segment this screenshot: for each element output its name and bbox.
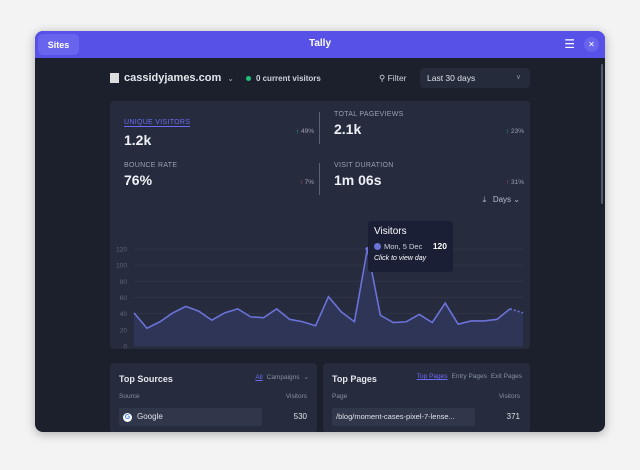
scrollbar[interactable] xyxy=(601,64,603,204)
site-favicon-icon xyxy=(110,73,119,83)
stat-label: TOTAL PAGEVIEWS xyxy=(334,111,404,118)
list-item[interactable]: G Google xyxy=(119,408,262,426)
toolbar: cassidyjames.com ⌄ 0 current visitors ⚲ … xyxy=(110,68,530,88)
top-pages-panel: Top Pages Top Pages Entry Pages Exit Pages… xyxy=(323,363,530,432)
chevron-down-icon[interactable]: ⌄ xyxy=(227,73,234,83)
live-dot-icon xyxy=(245,75,251,81)
visitor-count: 371 xyxy=(506,412,520,421)
interval-value: Days xyxy=(492,195,512,204)
y-tick-label: 20 xyxy=(120,327,128,334)
visitor-count: 530 xyxy=(293,412,307,421)
tab-campaigns[interactable]: Campaigns xyxy=(266,374,300,381)
panel-title: Top Sources xyxy=(119,374,173,384)
column-header: Page xyxy=(332,393,348,400)
stat-total-pageviews[interactable]: TOTAL PAGEVIEWS 2.1k ↑ 23% xyxy=(334,111,524,137)
tab-exit-pages[interactable]: Exit Pages xyxy=(490,373,522,380)
stat-change: ↑ 7% xyxy=(299,179,314,186)
tab-entry-pages[interactable]: Entry Pages xyxy=(451,373,487,380)
header-bar: Sites Tally ☰ ✕ xyxy=(35,31,605,58)
stat-value: 76% xyxy=(124,172,153,188)
panel-title: Top Pages xyxy=(332,374,377,384)
stat-change: ↑ 23% xyxy=(505,128,524,135)
series-line xyxy=(133,248,511,330)
stats-card: UNIQUE VISITORS 1.2k ↑ 49% TOTAL PAGEVIEWS… xyxy=(110,101,530,349)
chart-tooltip[interactable]: Visitors Mon, 5 Dec 120 Click to view day xyxy=(368,221,453,272)
tooltip-hint: Click to view day xyxy=(374,255,427,262)
y-tick-label: 40 xyxy=(120,311,128,318)
stat-bounce-rate[interactable]: BOUNCE RATE 76% ↑ 7% xyxy=(124,162,314,188)
y-tick-label: 80 xyxy=(120,279,128,286)
stat-change: ↑ 49% xyxy=(295,128,314,135)
column-header: Visitors xyxy=(498,393,520,400)
tab-top-pages[interactable]: Top Pages xyxy=(416,373,448,380)
stat-label: BOUNCE RATE xyxy=(124,162,178,169)
download-icon[interactable]: ⤓ xyxy=(482,195,487,204)
tab-all[interactable]: All xyxy=(255,374,263,381)
tooltip-title: Visitors xyxy=(374,226,407,237)
series-dot-icon xyxy=(374,242,381,250)
stat-value: 1.2k xyxy=(124,132,152,148)
stat-label: VISIT DURATION xyxy=(334,162,394,169)
site-selector[interactable]: cassidyjames.com xyxy=(124,72,222,84)
date-range-select[interactable]: Last 30 days ∨ xyxy=(420,68,530,88)
tooltip-date: Mon, 5 Dec xyxy=(384,241,423,251)
filter-button[interactable]: ⚲ Filter xyxy=(379,73,407,84)
search-icon: ⚲ xyxy=(379,72,386,83)
stat-change: ↑ 31% xyxy=(505,179,524,186)
menu-icon[interactable]: ☰ xyxy=(564,37,575,51)
sites-button[interactable]: Sites xyxy=(38,34,79,55)
stat-value: 2.1k xyxy=(334,121,362,137)
google-icon: G xyxy=(123,413,132,422)
stat-value: 1m 06s xyxy=(334,172,382,188)
top-sources-panel: Top Sources All Campaigns ⌄ Source Visitor… xyxy=(110,363,317,432)
date-range-value: Last 30 days xyxy=(427,73,476,83)
divider xyxy=(319,112,320,144)
window-title: Tally xyxy=(308,38,332,49)
interval-select[interactable]: ⤓ Days ⌄ xyxy=(482,195,520,204)
stat-visit-duration[interactable]: VISIT DURATION 1m 06s ↑ 31% xyxy=(334,162,524,188)
close-icon[interactable]: ✕ xyxy=(584,37,599,52)
chevron-down-icon[interactable]: ⌄ xyxy=(303,374,309,381)
y-tick-label: 60 xyxy=(120,295,128,302)
y-tick-label: 0 xyxy=(123,344,127,350)
stat-unique-visitors[interactable]: UNIQUE VISITORS 1.2k ↑ 49% xyxy=(124,111,314,148)
visitors-chart[interactable]: 02040608010012017 Nov21 Nov25 Nov29 Nov3… xyxy=(110,101,530,349)
y-tick-label: 120 xyxy=(116,247,127,254)
stat-label: UNIQUE VISITORS xyxy=(124,119,191,127)
divider xyxy=(319,163,320,195)
tooltip-value: 120 xyxy=(432,241,447,251)
column-header: Visitors xyxy=(285,393,307,400)
chevron-down-icon: ∨ xyxy=(515,74,521,81)
current-visitors: 0 current visitors xyxy=(255,73,321,83)
app-window: Sites Tally ☰ ✕ cassidyjames.com ⌄ 0 cur… xyxy=(35,31,605,432)
column-header: Source xyxy=(119,393,140,400)
filter-label: Filter xyxy=(387,72,407,83)
y-tick-label: 100 xyxy=(116,263,127,270)
list-item[interactable]: /blog/moment-cases-pixel-7-lense... xyxy=(332,408,475,426)
